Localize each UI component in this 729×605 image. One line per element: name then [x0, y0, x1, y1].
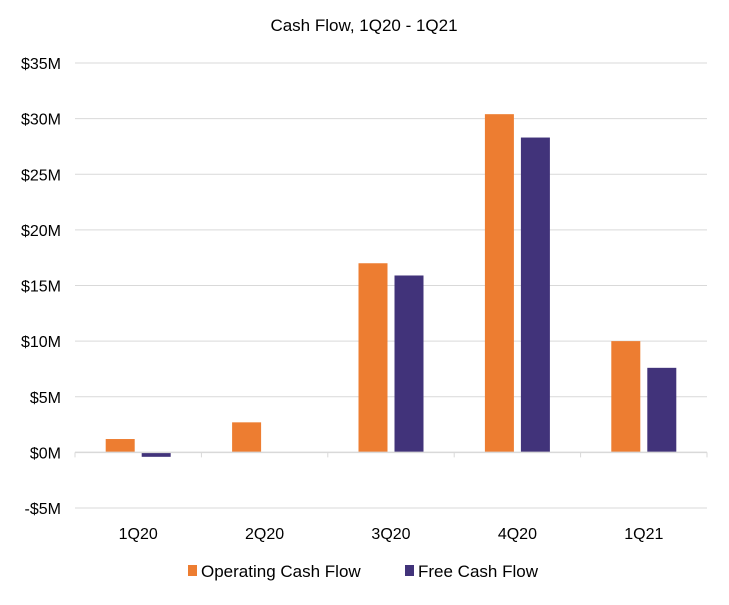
bars: [105, 114, 677, 457]
y-tick-label: $0M: [30, 445, 61, 462]
legend-label-free-cash-flow: Free Cash Flow: [418, 562, 539, 581]
bar-free-cash-flow-1q20: [141, 452, 171, 457]
bar-free-cash-flow-3q20: [394, 275, 424, 453]
x-tick-label: 3Q20: [371, 526, 410, 543]
gridlines: [75, 62, 707, 509]
y-tick-label: $20M: [21, 223, 61, 240]
bar-operating-cash-flow-1q20: [105, 439, 135, 453]
y-tick-label: $25M: [21, 167, 61, 184]
chart-title: Cash Flow, 1Q20 - 1Q21: [270, 16, 457, 35]
bar-operating-cash-flow-4q20: [484, 114, 514, 453]
bar-free-cash-flow-4q20: [520, 137, 550, 453]
y-tick-label: $5M: [30, 390, 61, 407]
x-axis: [74, 451, 708, 458]
x-tick-label: 1Q21: [624, 526, 663, 543]
x-tick-label: 2Q20: [245, 526, 284, 543]
y-tick-label: $10M: [21, 334, 61, 351]
legend-swatch-free-cash-flow: [405, 565, 414, 576]
x-tick-label: 4Q20: [498, 526, 537, 543]
bar-operating-cash-flow-1q21: [611, 341, 641, 453]
bar-operating-cash-flow-3q20: [358, 263, 388, 453]
legend: Operating Cash Flow Free Cash Flow: [188, 562, 539, 581]
legend-swatch-operating-cash-flow: [188, 565, 197, 576]
bar-free-cash-flow-1q21: [647, 367, 677, 453]
bar-operating-cash-flow-2q20: [232, 422, 262, 453]
y-tick-label: -$5M: [25, 501, 61, 518]
y-tick-label: $30M: [21, 112, 61, 129]
legend-label-operating-cash-flow: Operating Cash Flow: [201, 562, 361, 581]
y-axis-tick-labels: -$5M $0M $5M $10M $15M $20M $25M $30M $35M: [21, 56, 61, 518]
y-tick-label: $35M: [21, 56, 61, 73]
y-tick-label: $15M: [21, 279, 61, 296]
x-tick-label: 1Q20: [119, 526, 158, 543]
x-axis-tick-labels: 1Q20 2Q20 3Q20 4Q20 1Q21: [119, 526, 664, 543]
